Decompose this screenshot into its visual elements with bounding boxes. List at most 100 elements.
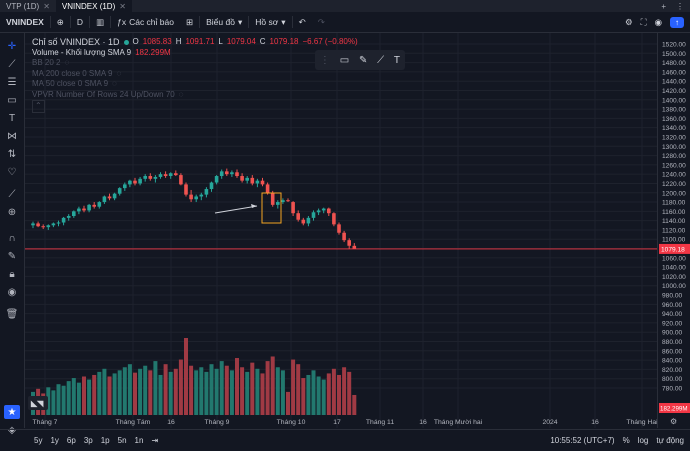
percent-toggle[interactable]: %: [622, 436, 630, 445]
volume-bar: [337, 374, 341, 415]
candle-body: [66, 216, 71, 218]
ma200-legend[interactable]: MA 200 close 0 SMA 9 ◌: [32, 69, 358, 80]
crosshair-icon[interactable]: ✛: [7, 40, 17, 52]
lock-drawing-icon[interactable]: ✎: [7, 250, 17, 262]
candle-body: [153, 176, 158, 179]
indicators-button[interactable]: ƒx Các chỉ báo: [111, 12, 180, 32]
zoom-in-icon[interactable]: ⊕: [7, 206, 17, 218]
volume-legend[interactable]: Volume - Khối lượng SMA 9 182.299M: [32, 48, 358, 59]
text-icon[interactable]: T: [8, 112, 16, 124]
price-tick-label: 780.00: [662, 386, 683, 393]
camera-icon[interactable]: ◉: [654, 16, 662, 27]
volume-bar: [127, 364, 132, 415]
volume-bar: [117, 370, 122, 415]
add-tab-icon[interactable]: +: [661, 1, 666, 11]
candle-body: [230, 172, 234, 175]
hidden-eye-icon[interactable]: ◌: [116, 68, 122, 78]
volume-bar: [275, 367, 280, 415]
rectangle-icon[interactable]: ▭: [339, 54, 350, 66]
profile-label: Hồ sơ: [255, 17, 279, 27]
change-value: −6.67 (−0.80%): [302, 37, 358, 46]
time-tick-label: 17: [333, 419, 341, 426]
goto-date-icon[interactable]: ⇥: [151, 436, 159, 445]
brush-icon[interactable]: ✎: [358, 54, 368, 66]
range-5d[interactable]: 5n: [117, 436, 127, 445]
log-toggle[interactable]: log: [637, 436, 649, 445]
candle-body: [281, 200, 285, 203]
compare-button[interactable]: ⊕: [51, 12, 70, 32]
collapse-legend-button[interactable]: ⌃: [32, 100, 358, 113]
range-1m[interactable]: 1p: [100, 436, 110, 445]
price-tick-label: 1400.00: [662, 97, 686, 104]
candle-body: [316, 210, 321, 213]
fib-icon[interactable]: ☰: [7, 76, 17, 88]
pattern-icon[interactable]: ⋈: [7, 130, 17, 142]
range-1y[interactable]: 1y: [50, 436, 59, 445]
trash-icon[interactable]: 🗑︎: [5, 308, 19, 320]
ma50-legend[interactable]: MA 50 close 0 SMA 9 ◌: [32, 79, 358, 90]
hidden-eye-icon[interactable]: ◌: [178, 89, 184, 99]
volume-value: 182.299M: [135, 47, 171, 57]
ruler-icon[interactable]: ⟋: [8, 188, 16, 200]
price-tick-label: 1040.00: [662, 265, 686, 272]
range-1d[interactable]: 1n: [134, 436, 144, 445]
candle-body: [31, 223, 35, 226]
prediction-icon[interactable]: ⇅: [7, 148, 17, 160]
text-icon[interactable]: T: [393, 54, 401, 66]
volume-bar: [316, 376, 321, 415]
layers-icon[interactable]: ◈: [8, 424, 16, 436]
heart-icon[interactable]: ♡: [7, 166, 17, 178]
interval-button[interactable]: D: [71, 12, 89, 32]
tab-vtp[interactable]: VTP (1D) ✕: [0, 0, 56, 12]
trend-line-icon[interactable]: ⟋: [8, 58, 16, 70]
object-tree-icon[interactable]: ★: [4, 405, 20, 419]
fullscreen-icon[interactable]: ⛶: [640, 16, 647, 27]
axis-settings-icon[interactable]: ⚙: [670, 417, 677, 426]
candle-body: [97, 202, 102, 207]
hidden-eye-icon[interactable]: ◌: [64, 58, 70, 67]
auto-toggle[interactable]: tự động: [656, 436, 684, 445]
range-6m[interactable]: 6p: [66, 436, 76, 445]
drag-handle-icon[interactable]: ⋮: [319, 54, 330, 66]
symbol-search-button[interactable]: VNINDEX: [0, 12, 50, 32]
volume-bar: [331, 368, 336, 415]
eye-icon[interactable]: ◉: [7, 286, 17, 298]
vpvr-legend[interactable]: VPVR Number Of Rows 24 Up/Down 70 ◌: [32, 90, 358, 101]
price-axis[interactable]: 1520.00 1500.00 1480.00 1460.00 1440.00 1420.…: [657, 33, 690, 428]
templates-button[interactable]: ⊞: [180, 12, 199, 32]
undo-button[interactable]: ↶: [293, 12, 312, 32]
chart-style-button[interactable]: ▥: [90, 12, 110, 32]
open-label: O: [132, 37, 139, 46]
grid-icon: ⊞: [185, 16, 194, 27]
lock-icon[interactable]: 🔒︎: [9, 268, 15, 280]
hidden-eye-icon[interactable]: ◌: [112, 79, 117, 88]
range-5y[interactable]: 5y: [34, 436, 43, 445]
volume-bar: [168, 371, 173, 415]
magnet-icon[interactable]: ∩: [8, 232, 16, 244]
candle-body: [51, 223, 56, 226]
highlight-rectangle[interactable]: [261, 192, 282, 224]
chart-type-button[interactable]: Biểu đồ ▾: [200, 12, 248, 32]
candle-body: [321, 208, 326, 211]
candle-body: [276, 202, 280, 205]
line-icon[interactable]: ⟋: [377, 54, 385, 66]
annotation-arrow[interactable]: [214, 205, 258, 214]
candle-body: [143, 176, 147, 179]
close-icon[interactable]: ✕: [119, 1, 126, 11]
high-label: H: [175, 37, 182, 46]
more-icon[interactable]: ⋮: [676, 1, 684, 11]
rectangle-icon[interactable]: ▭: [7, 94, 17, 106]
current-price-label-bg: [659, 243, 690, 254]
tab-vnindex[interactable]: VNINDEX (1D) ✕: [55, 0, 132, 12]
range-3m[interactable]: 3p: [83, 436, 93, 445]
bb-legend[interactable]: BB 20 2 ◌: [32, 58, 358, 69]
publish-button[interactable]: ↑: [670, 16, 684, 28]
clock[interactable]: 10:55:52 (UTC+7): [550, 436, 615, 445]
profile-button[interactable]: Hồ sơ ▾: [249, 12, 291, 32]
volume-bar: [326, 373, 331, 415]
close-icon[interactable]: ✕: [43, 1, 50, 11]
redo-button[interactable]: ↷: [312, 12, 331, 32]
price-tick-label: 1260.00: [662, 162, 686, 169]
settings-icon[interactable]: ⚙: [625, 16, 633, 27]
price-tick-label: 1100.00: [662, 237, 686, 244]
